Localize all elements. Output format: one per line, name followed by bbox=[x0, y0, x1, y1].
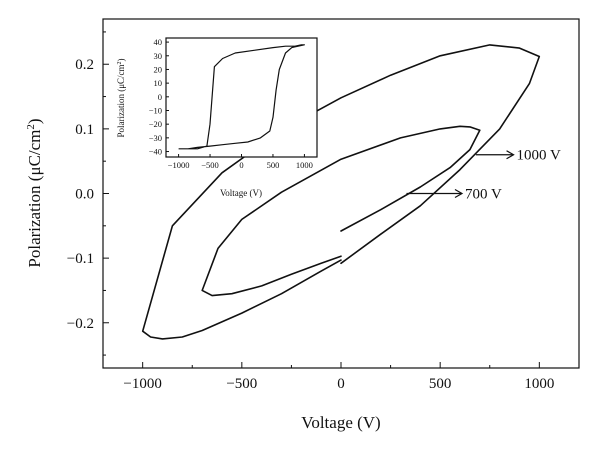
inset-tick-labels: −1000 −500 0 500 1000 40 30 20 10 0 −10 −20 −30 −40 bbox=[149, 37, 313, 170]
inset-series bbox=[178, 44, 305, 150]
inset-x-tick-label: −500 bbox=[201, 160, 219, 170]
inset-y-tick-label: 10 bbox=[154, 78, 163, 88]
main-annotations: 1000 V 700 V bbox=[406, 148, 561, 203]
inset-x-tick-label: 1000 bbox=[296, 160, 313, 170]
main-x-tick-label: −1000 bbox=[123, 376, 161, 392]
main-x-tick-label: 1000 bbox=[524, 376, 554, 392]
inset-y-tick-label: −30 bbox=[149, 133, 162, 143]
inset-chart: −1000 −500 0 500 1000 40 30 20 10 0 −10 −20 −30 −40 V… bbox=[116, 37, 318, 198]
inset-y-axis-label-close: ) bbox=[116, 58, 126, 61]
main-y-tick-label: 0.2 bbox=[75, 57, 94, 73]
inset-x-tick-label: 500 bbox=[267, 160, 280, 170]
annotation-arrow-head bbox=[506, 150, 515, 160]
main-y-axis-label-close: ) bbox=[25, 118, 44, 124]
inset-x-axis-label: Voltage (V) bbox=[220, 188, 262, 198]
inset-y-tick-label: −40 bbox=[149, 147, 162, 157]
main-ticks bbox=[103, 31, 540, 368]
main-y-tick-label: −0.1 bbox=[67, 251, 94, 267]
inset-series-0 bbox=[178, 44, 305, 150]
inset-y-tick-label: −20 bbox=[149, 119, 162, 129]
inset-ticks bbox=[166, 41, 305, 157]
main-x-tick-label: 500 bbox=[429, 376, 452, 392]
annotation-label: 700 V bbox=[465, 187, 502, 203]
inset-y-axis-label: Polarization (μC/cm2) bbox=[116, 58, 126, 137]
main-x-axis-label: Voltage (V) bbox=[301, 413, 380, 432]
inset-y-tick-label: −10 bbox=[149, 105, 162, 115]
main-y-axis-label-sup: 2 bbox=[25, 124, 37, 130]
annotation-arrow-head bbox=[454, 188, 464, 199]
inset-y-axis-label-sup: 2 bbox=[117, 61, 123, 64]
inset-y-tick-label: 30 bbox=[154, 51, 163, 61]
inset-y-tick-label: 0 bbox=[158, 92, 162, 102]
inset-y-tick-label: 20 bbox=[154, 64, 163, 74]
annotation-label: 1000 V bbox=[517, 148, 561, 164]
main-y-tick-label: 0.1 bbox=[75, 122, 94, 138]
main-y-tick-label: −0.2 bbox=[67, 316, 94, 332]
main-series-700-v bbox=[201, 125, 481, 297]
inset-plot-frame bbox=[165, 37, 318, 158]
main-y-axis-label-text: Polarization (μC/cm bbox=[25, 130, 44, 268]
main-x-tick-label: 0 bbox=[337, 376, 345, 392]
inset-x-tick-label: −1000 bbox=[168, 160, 190, 170]
inset-y-axis-label-text: Polarization (μC/cm bbox=[116, 64, 126, 137]
main-y-axis-label: Polarization (μC/cm2) bbox=[25, 118, 44, 267]
main-y-tick-label: 0.0 bbox=[75, 187, 94, 203]
inset-x-tick-label: 0 bbox=[239, 160, 243, 170]
inset-y-tick-label: 40 bbox=[154, 37, 163, 47]
main-x-tick-label: −500 bbox=[226, 376, 257, 392]
